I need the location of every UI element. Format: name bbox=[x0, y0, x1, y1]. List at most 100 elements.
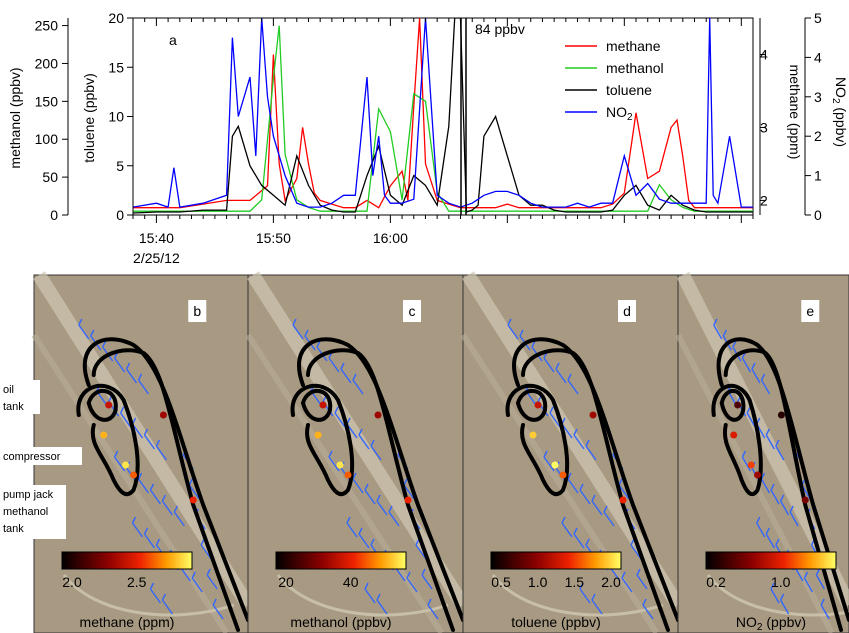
tick-label: 0 bbox=[50, 207, 58, 223]
hot-spot bbox=[122, 461, 130, 469]
tick-label: 4 bbox=[814, 49, 822, 65]
colorbar-tick-label: 1.5 bbox=[565, 574, 585, 590]
wind-barb bbox=[334, 406, 346, 428]
compressor-label: compressor bbox=[3, 451, 61, 463]
colorbar bbox=[275, 551, 407, 570]
panel-label-box bbox=[188, 300, 207, 322]
map-panel-e: e 0.2 1.0 NO2 (ppbv) bbox=[675, 271, 849, 633]
wind-barb bbox=[364, 582, 376, 604]
wind-barb bbox=[173, 505, 185, 527]
wind-barb bbox=[403, 478, 415, 500]
wind-barb bbox=[579, 483, 591, 505]
wind-barb bbox=[765, 428, 775, 450]
pad-edge bbox=[706, 574, 849, 617]
wind-barb bbox=[149, 582, 161, 604]
wind-barb bbox=[815, 568, 825, 590]
pump-jack-label-box bbox=[0, 485, 66, 539]
wind-barb bbox=[206, 568, 218, 590]
wind-barb bbox=[364, 483, 376, 505]
wind-barb bbox=[579, 582, 591, 604]
pump-jack-label: pump jack bbox=[3, 489, 54, 501]
methane-axis: 2 3 4 bbox=[759, 18, 768, 215]
hot-spot bbox=[619, 496, 627, 504]
pump-jack-label: tank bbox=[3, 523, 24, 535]
colorbar-tick-label: 2.5 bbox=[127, 574, 147, 590]
hot-spot bbox=[374, 411, 382, 419]
panel-label-e: e bbox=[806, 303, 814, 319]
vehicle-track bbox=[290, 383, 355, 497]
wind-barb bbox=[591, 494, 603, 516]
wind-barb bbox=[370, 439, 382, 461]
pad-edge bbox=[62, 574, 235, 617]
panel-label-box bbox=[801, 300, 820, 322]
wind-barb bbox=[765, 527, 775, 549]
hot-spot bbox=[159, 411, 167, 419]
wind-barb bbox=[636, 568, 648, 590]
wind-barb bbox=[137, 373, 150, 395]
wind-barb bbox=[820, 598, 830, 620]
oil-tank-label: oil bbox=[3, 384, 14, 396]
map-panel-c: c 20 40 methanol (ppbv) bbox=[245, 271, 469, 633]
wind-barb bbox=[770, 582, 780, 604]
wind-barb bbox=[741, 450, 751, 472]
hot-spot bbox=[801, 496, 809, 504]
colorbar-tick-label: 1.0 bbox=[771, 574, 791, 590]
wind-barb bbox=[376, 494, 388, 516]
panel-label-b: b bbox=[193, 303, 201, 319]
wind-barb bbox=[421, 568, 433, 590]
tick-label: 0 bbox=[814, 207, 822, 223]
wind-barb bbox=[573, 527, 585, 549]
compressor-label-box bbox=[0, 447, 82, 465]
road bbox=[33, 271, 254, 609]
vehicle-track bbox=[86, 388, 118, 422]
tick-label: 2 bbox=[814, 128, 822, 144]
panel-label-c: c bbox=[409, 303, 416, 319]
colorbar-tick-label: 2.0 bbox=[601, 574, 621, 590]
wind-barb bbox=[137, 472, 150, 494]
road bbox=[247, 271, 469, 609]
panel-label-box bbox=[403, 300, 421, 322]
map-panel-b: b 2.0 2.5 methane (ppm) bbox=[31, 271, 254, 633]
spike-annotation: 84 ppbv bbox=[475, 21, 525, 37]
wind-barb bbox=[756, 516, 766, 538]
wind-barb bbox=[352, 472, 364, 494]
wind-barb bbox=[143, 428, 156, 450]
methane-axis-label: methane (ppm) bbox=[787, 65, 803, 160]
vehicle-track bbox=[505, 383, 570, 497]
wind-barb bbox=[621, 571, 633, 593]
site-annotations: oil tank compressor pump jack methanol tank bbox=[0, 380, 82, 539]
colorbar bbox=[61, 551, 193, 570]
legend: methane methanol toluene NO2 bbox=[565, 38, 664, 123]
hot-spot bbox=[754, 471, 762, 479]
hot-spot bbox=[734, 401, 742, 409]
x-tick-label: 15:50 bbox=[256, 230, 291, 246]
tick-label: 50 bbox=[42, 169, 58, 185]
hot-spot bbox=[100, 431, 108, 439]
tick-label: 1 bbox=[814, 168, 822, 184]
series-line-no2 bbox=[133, 18, 753, 208]
wind-barb bbox=[760, 373, 771, 395]
wind-barb bbox=[143, 527, 156, 549]
pad-edge bbox=[276, 574, 449, 617]
tick-label: 5 bbox=[814, 10, 822, 26]
road bbox=[676, 271, 849, 609]
colorbar bbox=[490, 551, 622, 570]
no2-axis-label: NO2 (ppbv) bbox=[830, 77, 849, 147]
wind-barb bbox=[427, 598, 439, 620]
wind-barb bbox=[155, 439, 167, 461]
tick-label: 4 bbox=[760, 46, 768, 62]
vehicle-track bbox=[91, 348, 241, 632]
hot-spot bbox=[589, 411, 597, 419]
vehicle-track bbox=[711, 383, 763, 497]
wind-barb bbox=[561, 516, 573, 538]
vehicle-track bbox=[306, 348, 455, 632]
wind-barb bbox=[119, 406, 132, 428]
wind-barb bbox=[770, 483, 780, 505]
hot-spot bbox=[534, 401, 542, 409]
hot-spot bbox=[747, 461, 755, 469]
hot-spot bbox=[319, 401, 327, 409]
legend-label-toluene: toluene bbox=[606, 82, 652, 98]
wind-barb bbox=[549, 406, 561, 428]
hot-spot bbox=[777, 411, 785, 419]
